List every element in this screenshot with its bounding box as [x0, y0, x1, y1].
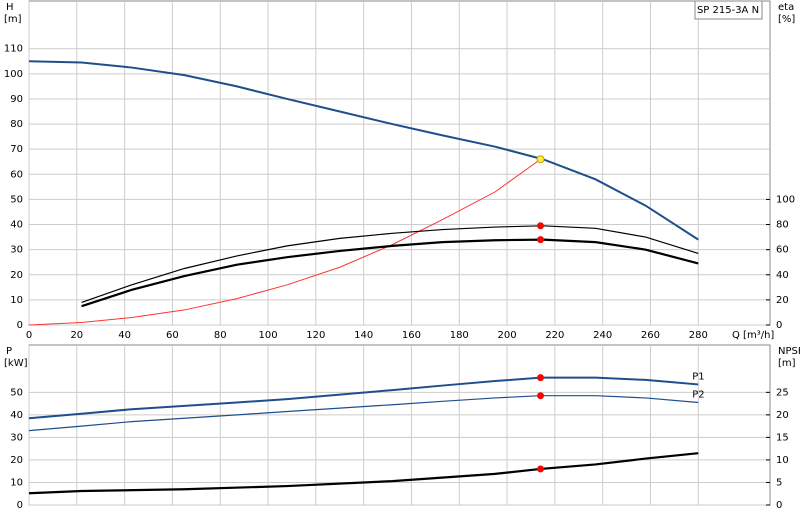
series-line [28, 158, 541, 326]
y-tick-label: 70 [10, 144, 23, 155]
y-tick-label: 20 [10, 270, 23, 281]
y2-axis-label: eta [778, 2, 794, 13]
y2-tick-label: 60 [776, 245, 789, 256]
operating-point [537, 374, 545, 382]
y-tick-label: 30 [10, 432, 23, 443]
x-tick-label: 0 [26, 330, 32, 341]
series-line [28, 376, 699, 420]
x-tick-label: 280 [689, 330, 708, 341]
series-line [28, 395, 699, 432]
x-tick-label: 160 [402, 330, 421, 341]
y-tick-label: 40 [10, 220, 23, 231]
y-tick-label: 10 [10, 477, 23, 488]
y-axis-unit: [m] [4, 14, 22, 25]
y-tick-label: 0 [17, 320, 23, 331]
y-tick-label: 100 [4, 69, 23, 80]
model-box [694, 0, 763, 20]
y2-tick-label: 25 [776, 387, 789, 398]
x-tick-label: 240 [593, 330, 612, 341]
x-tick-label: 60 [166, 330, 179, 341]
operating-point [536, 155, 545, 164]
series-line [28, 60, 699, 241]
x-tick-label: 20 [70, 330, 83, 341]
y2-tick-label: 100 [776, 194, 795, 205]
x-tick-label: 220 [545, 330, 564, 341]
x-tick-label: 100 [258, 330, 277, 341]
x-axis-label: Q [m³/h] [732, 330, 774, 341]
operating-point [537, 392, 545, 400]
y2-axis-unit: [%] [778, 14, 795, 25]
y2-tick-label: 20 [776, 295, 789, 306]
y-axis-unit: [kW] [4, 358, 28, 369]
y2-tick-label: 0 [776, 500, 782, 511]
operating-point [537, 222, 545, 230]
y2-tick-label: 15 [776, 432, 789, 443]
y-tick-label: 30 [10, 245, 23, 256]
y-tick-label: 10 [10, 295, 23, 306]
y-tick-label: 110 [4, 44, 23, 55]
x-tick-label: 80 [214, 330, 227, 341]
y2-axis-unit: [m] [778, 358, 796, 369]
y-tick-label: 20 [10, 455, 23, 466]
y-tick-label: 60 [10, 169, 23, 180]
y-tick-label: 80 [10, 119, 23, 130]
x-tick-label: 40 [118, 330, 131, 341]
y-tick-label: 40 [10, 410, 23, 421]
plot-area [28, 0, 771, 326]
operating-point [537, 236, 545, 244]
model-label: SP 215-3A N [697, 5, 759, 16]
y-tick-label: 90 [10, 94, 23, 105]
y2-tick-label: 20 [776, 410, 789, 421]
y-tick-label: 50 [10, 387, 23, 398]
y-tick-label: 0 [17, 500, 23, 511]
series-line [81, 238, 699, 308]
y2-tick-label: 0 [776, 320, 782, 331]
series-line [28, 452, 699, 495]
y2-tick-label: 80 [776, 220, 789, 231]
x-tick-label: 120 [306, 330, 325, 341]
y-axis-label: P [6, 346, 12, 357]
y2-tick-label: 5 [776, 477, 782, 488]
y-axis-label: H [6, 2, 14, 13]
y2-tick-label: 40 [776, 270, 789, 281]
series-line [81, 225, 699, 303]
operating-point [537, 465, 545, 473]
series-label: P2 [692, 389, 704, 400]
x-tick-label: 260 [641, 330, 660, 341]
x-tick-label: 140 [354, 330, 373, 341]
series-label: P1 [692, 371, 704, 382]
y2-axis-label: NPSH [778, 346, 800, 357]
x-tick-label: 200 [498, 330, 517, 341]
y-tick-label: 50 [10, 194, 23, 205]
y2-tick-label: 10 [776, 455, 789, 466]
x-tick-label: 180 [450, 330, 469, 341]
plot-area [28, 344, 771, 506]
